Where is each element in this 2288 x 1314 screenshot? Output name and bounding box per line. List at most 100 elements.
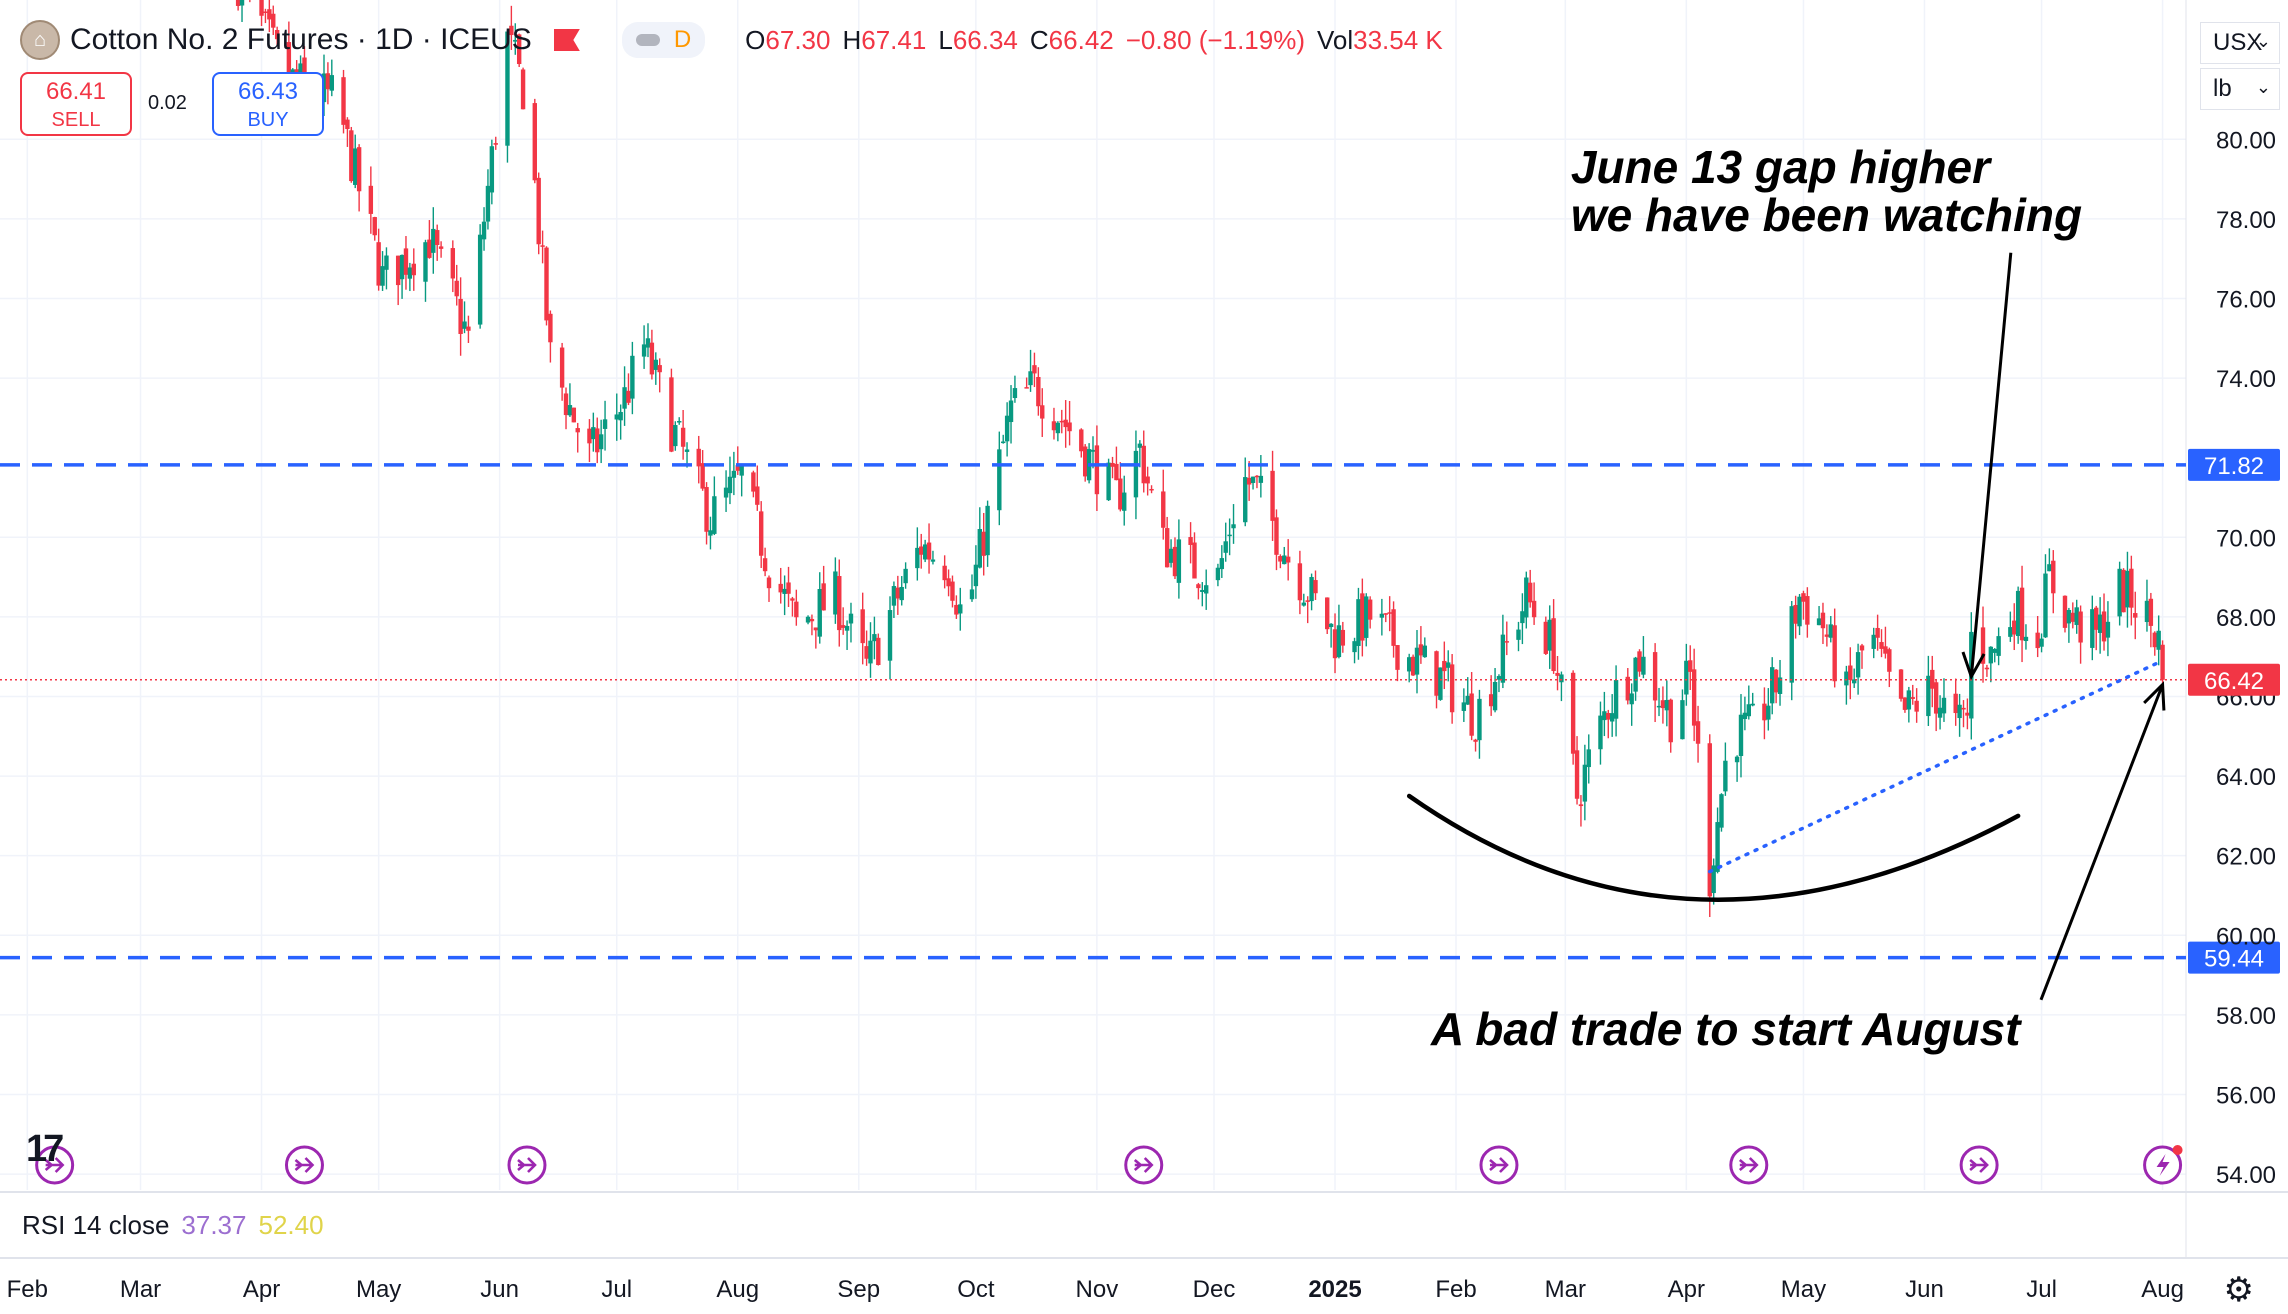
tradingview-logo[interactable]: 17	[26, 1128, 64, 1170]
candle-body	[1641, 656, 1646, 675]
candle-body	[704, 487, 709, 532]
candle-body	[1723, 760, 1728, 792]
sell-button[interactable]: 66.41 SELL	[20, 72, 132, 136]
chevron-down-icon: ⌄	[2255, 31, 2271, 51]
candle-body	[2019, 587, 2025, 641]
candle-body	[2066, 609, 2072, 624]
price-tick-label: 70.00	[2216, 525, 2276, 552]
candle-body	[1695, 721, 1701, 744]
chart-header: ⌂ Cotton No. 2 Futures · 1D · ICEUS D O6…	[20, 18, 1455, 62]
event-arrow-glyph	[1969, 1157, 1989, 1173]
candle-body	[1766, 705, 1771, 720]
candle-body	[598, 434, 604, 450]
candle-body	[1004, 415, 1010, 442]
candle-body	[368, 185, 374, 214]
candle-body	[1898, 669, 1904, 699]
candle-body	[1680, 700, 1685, 740]
candle-body	[1032, 365, 1037, 374]
candle-body	[903, 568, 908, 584]
candle-body	[1164, 528, 1170, 568]
candle-body	[571, 407, 577, 423]
candle-body	[1395, 645, 1400, 670]
flag-icon[interactable]	[553, 29, 580, 51]
candle-body	[1028, 371, 1033, 386]
candle-body	[1059, 420, 1064, 423]
candle-body	[1051, 421, 1057, 431]
candle-body	[274, 30, 280, 40]
candle-body	[1937, 707, 1943, 718]
gear-icon[interactable]: ⚙	[2223, 1271, 2254, 1309]
candle-body	[2094, 607, 2099, 630]
candle-body	[1122, 492, 1127, 511]
symbol-title[interactable]: Cotton No. 2 Futures · 1D · ICEUS	[70, 23, 532, 56]
candle-body	[602, 419, 608, 429]
event-arrow-glyph	[294, 1157, 315, 1173]
candle-body	[1469, 693, 1474, 736]
candle-body	[2105, 621, 2111, 638]
candle-body	[1285, 556, 1291, 563]
candle-body	[1258, 475, 1264, 483]
candle-body	[1204, 585, 1209, 594]
session-pill[interactable]: D	[621, 22, 706, 58]
candle-body	[2051, 560, 2056, 594]
candle-body	[286, 42, 292, 84]
annotation-arrow-shaft	[2039, 684, 2164, 1001]
candle-body	[1137, 443, 1143, 448]
candle-body	[454, 280, 459, 297]
annotation-arrow-shaft	[1969, 252, 2013, 677]
candle-body	[462, 321, 467, 329]
candle-body	[1547, 619, 1552, 651]
candle-body	[1742, 712, 1748, 720]
candle-body	[1219, 558, 1225, 570]
candle-body	[899, 586, 904, 601]
candle-body	[1602, 711, 1607, 721]
candle-body	[2078, 611, 2083, 643]
candle-body	[356, 147, 362, 192]
candle-body	[235, 0, 241, 6]
candle-body	[438, 246, 444, 249]
candle-body	[786, 582, 791, 594]
candle-body	[887, 610, 893, 661]
ohlc-value: −0.80 (−1.19%)	[1125, 24, 1305, 55]
buy-button[interactable]: 66.43 BUY	[212, 72, 324, 136]
candle-body	[684, 449, 690, 452]
candle-body	[626, 390, 631, 403]
candle-body	[1609, 713, 1615, 722]
candle-body	[1684, 660, 1689, 695]
candle-body	[1715, 822, 1720, 872]
rsi-legend[interactable]: RSI 14 close 37.37 52.40	[22, 1210, 324, 1241]
sell-price: 66.41	[45, 78, 107, 105]
annotation-arrow-head	[1961, 651, 1986, 681]
cotton-logo-icon[interactable]: ⌂	[20, 20, 60, 60]
candle-body	[1500, 634, 1506, 683]
candle-body	[563, 393, 569, 416]
price-tick-label: 64.00	[2216, 764, 2276, 791]
candle-body	[1079, 429, 1084, 452]
candle-body	[2047, 564, 2052, 572]
candle-body	[641, 344, 647, 357]
candle-body	[380, 266, 385, 286]
currency-select[interactable]: USX ⌄	[2200, 22, 2280, 64]
candle-body	[1110, 462, 1115, 467]
time-tick-label: Oct	[957, 1276, 995, 1303]
candle-body	[1161, 491, 1166, 528]
candle-body	[1883, 646, 1888, 654]
candle-body	[1953, 693, 1958, 714]
candle-body	[2008, 627, 2013, 637]
time-tick-label: Aug	[716, 1276, 759, 1303]
candle-body	[1465, 695, 1470, 705]
candle-body	[403, 248, 409, 275]
candle-body	[1055, 422, 1061, 434]
candle-body	[1305, 600, 1310, 602]
unit-select[interactable]: lb ⌄	[2200, 68, 2280, 110]
candle-body	[540, 245, 545, 247]
candle-body	[844, 625, 850, 631]
candle-body	[1543, 621, 1549, 654]
candle-body	[2121, 569, 2126, 613]
candle-body	[2156, 630, 2161, 650]
candle-body	[1574, 750, 1580, 799]
chevron-down-icon: ⌄	[2255, 77, 2271, 97]
candle-body	[1941, 697, 1947, 714]
candle-body	[700, 463, 705, 489]
